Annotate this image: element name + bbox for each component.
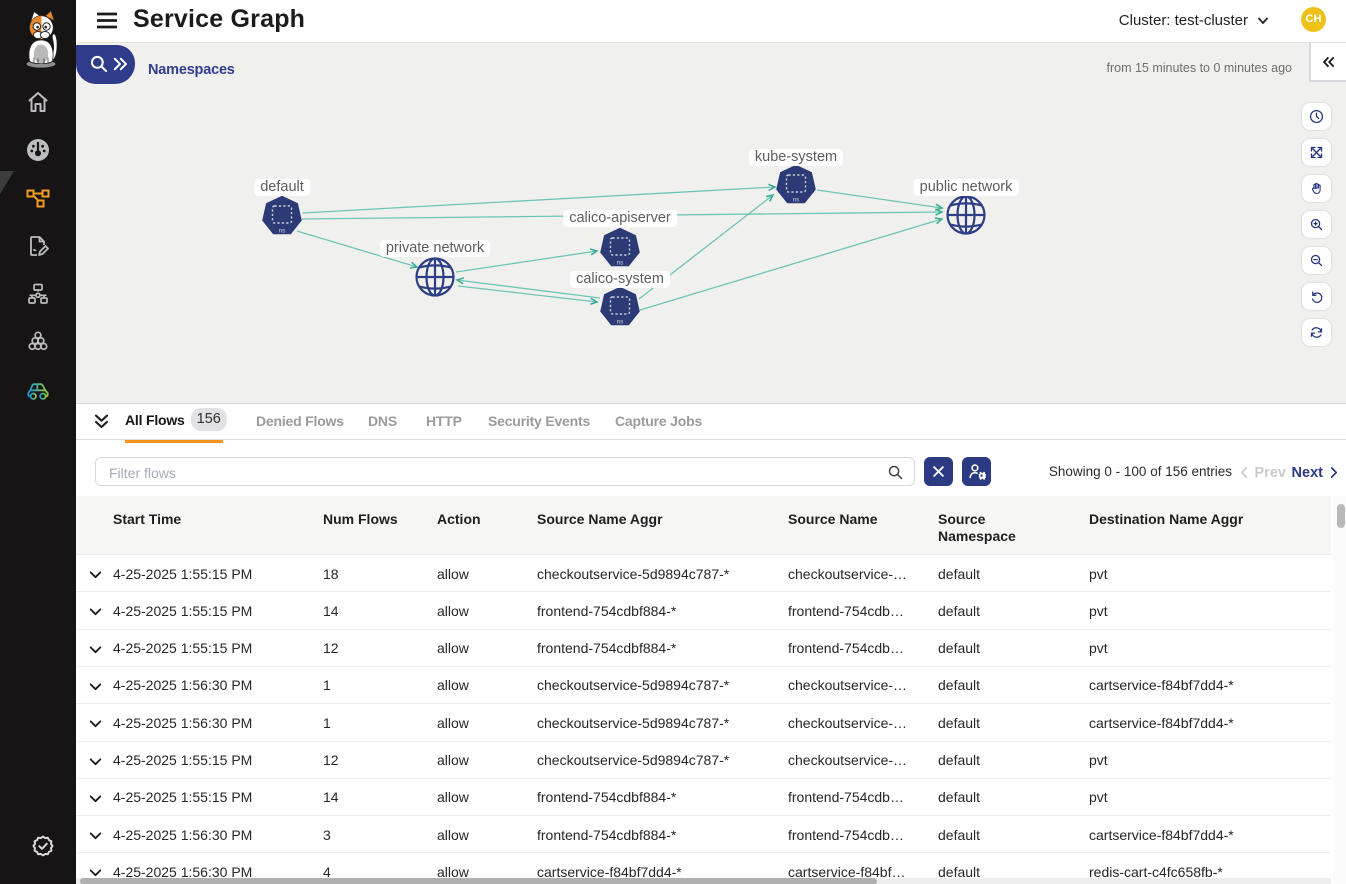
svg-text:ns: ns: [279, 228, 287, 235]
svg-text:ns: ns: [793, 197, 801, 204]
svg-text:ns: ns: [617, 319, 625, 326]
svg-text:ns: ns: [617, 260, 625, 267]
